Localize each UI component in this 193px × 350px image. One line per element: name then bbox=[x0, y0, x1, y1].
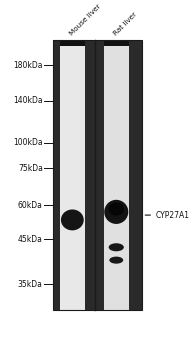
Bar bbox=[60, 40, 85, 46]
Ellipse shape bbox=[109, 257, 123, 264]
Text: 100kDa: 100kDa bbox=[13, 138, 43, 147]
Text: 75kDa: 75kDa bbox=[18, 164, 43, 173]
Ellipse shape bbox=[61, 209, 84, 230]
Text: 60kDa: 60kDa bbox=[18, 201, 43, 210]
Ellipse shape bbox=[104, 200, 128, 224]
Bar bbox=[104, 40, 129, 310]
Ellipse shape bbox=[109, 243, 124, 251]
Bar bbox=[53, 40, 142, 310]
Text: 180kDa: 180kDa bbox=[13, 61, 43, 70]
Bar bbox=[104, 40, 129, 46]
Bar bbox=[60, 40, 85, 310]
Bar bbox=[53, 40, 142, 310]
Text: Mouse liver: Mouse liver bbox=[68, 3, 102, 36]
Text: 35kDa: 35kDa bbox=[18, 280, 43, 289]
Text: CYP27A1: CYP27A1 bbox=[145, 211, 190, 219]
Text: 140kDa: 140kDa bbox=[13, 96, 43, 105]
Text: Rat liver: Rat liver bbox=[112, 11, 138, 36]
Text: 45kDa: 45kDa bbox=[18, 235, 43, 244]
Ellipse shape bbox=[108, 202, 124, 216]
